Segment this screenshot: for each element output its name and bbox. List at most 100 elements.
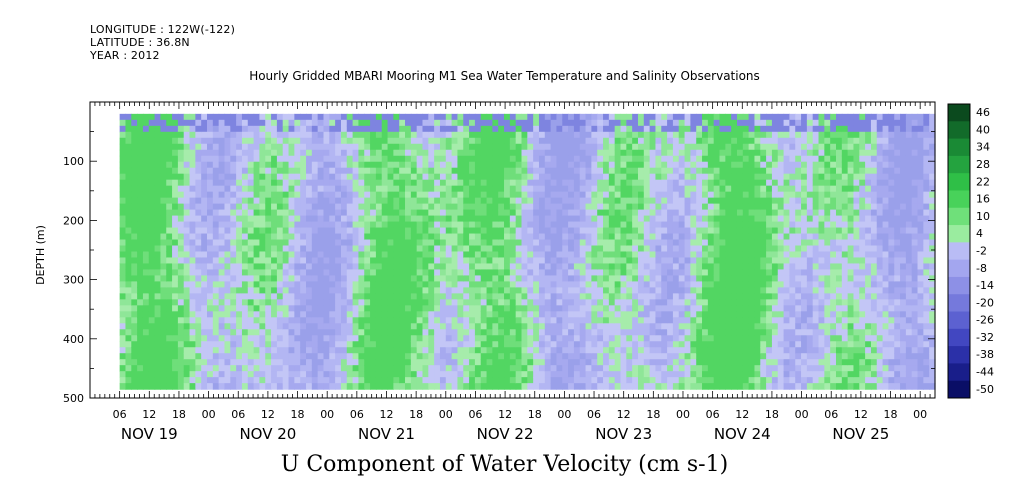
heatmap-cell <box>218 137 226 145</box>
heatmap-cell <box>172 197 179 205</box>
heatmap-cell <box>736 203 744 211</box>
heatmap-cell <box>434 293 441 300</box>
heatmap-cell <box>387 191 394 199</box>
heatmap-cell <box>725 287 732 294</box>
heatmap-cell <box>340 143 348 151</box>
heatmap-cell <box>154 293 162 300</box>
heatmap-cell <box>684 203 691 211</box>
heatmap-cell <box>667 191 674 199</box>
heatmap-cell <box>445 227 453 235</box>
heatmap-cell <box>439 299 447 306</box>
heatmap-cell <box>713 119 721 127</box>
heatmap-cell <box>230 287 237 294</box>
heatmap-cell <box>556 197 563 205</box>
heatmap-cell <box>748 245 756 253</box>
heatmap-cell <box>521 125 528 133</box>
heatmap-cell <box>463 125 470 133</box>
heatmap-cell <box>241 197 249 205</box>
heatmap-cell <box>527 371 534 378</box>
heatmap-cell <box>195 131 202 139</box>
heatmap-cell <box>166 215 173 223</box>
heatmap-cell <box>515 371 523 378</box>
heatmap-cell <box>486 287 493 294</box>
heatmap-cell <box>381 215 389 223</box>
heatmap-cell <box>247 215 255 223</box>
heatmap-cell <box>160 305 167 312</box>
heatmap-cell <box>125 125 132 133</box>
heatmap-cell <box>265 215 272 223</box>
heatmap-cell <box>469 221 476 229</box>
heatmap-cell <box>649 203 657 211</box>
heatmap-cell <box>731 377 738 384</box>
heatmap-cell <box>469 263 476 271</box>
heatmap-cell <box>428 341 435 348</box>
heatmap-cell <box>672 293 680 300</box>
heatmap-cell <box>451 233 459 241</box>
heatmap-cell <box>626 365 633 372</box>
heatmap-cell <box>637 305 645 312</box>
heatmap-cell <box>370 119 377 127</box>
heatmap-cell <box>160 203 167 211</box>
heatmap-cell <box>568 263 575 271</box>
heatmap-cell <box>119 275 127 282</box>
heatmap-cell <box>667 347 674 354</box>
heatmap-cell <box>632 275 639 282</box>
heatmap-cell <box>591 275 598 282</box>
heatmap-cell <box>439 215 447 223</box>
heatmap-cell <box>521 371 528 378</box>
heatmap-cell <box>311 335 319 342</box>
heatmap-cell <box>585 335 592 342</box>
heatmap-cell <box>119 233 127 241</box>
heatmap-cell <box>591 143 598 151</box>
heatmap-cell <box>207 209 214 217</box>
heatmap-cell <box>637 113 645 121</box>
heatmap-cell <box>608 359 616 366</box>
heatmap-cell <box>375 341 383 348</box>
heatmap-cell <box>387 161 394 169</box>
heatmap-cell <box>573 161 581 169</box>
heatmap-cell <box>323 179 330 187</box>
heatmap-cell <box>445 263 453 271</box>
heatmap-cell <box>603 329 610 336</box>
heatmap-cell <box>364 155 371 163</box>
heatmap-cell <box>375 149 383 157</box>
heatmap-cell <box>183 287 191 294</box>
heatmap-cell <box>370 305 377 312</box>
heatmap-cell <box>276 215 284 223</box>
heatmap-cell <box>253 257 261 265</box>
heatmap-cell <box>632 125 639 133</box>
heatmap-cell <box>474 293 482 300</box>
heatmap-cell <box>661 119 668 127</box>
heatmap-cell <box>399 287 406 294</box>
heatmap-cell <box>399 293 406 300</box>
heatmap-cell <box>690 287 697 294</box>
heatmap-cell <box>387 233 394 241</box>
heatmap-cell <box>253 275 261 282</box>
heatmap-cell <box>527 305 534 312</box>
heatmap-cell <box>247 149 255 157</box>
heatmap-cell <box>684 293 691 300</box>
heatmap-cell <box>393 209 400 217</box>
heatmap-cell <box>166 155 173 163</box>
heatmap-cell <box>230 293 237 300</box>
heatmap-cell <box>527 287 534 294</box>
heatmap-cell <box>247 221 255 229</box>
heatmap-cell <box>177 263 185 271</box>
heatmap-cell <box>160 341 167 348</box>
heatmap-cell <box>119 245 127 253</box>
heatmap-cell <box>707 269 715 277</box>
heatmap-cell <box>405 125 412 133</box>
heatmap-cell <box>311 191 319 199</box>
heatmap-cell <box>428 269 435 277</box>
heatmap-cell <box>294 257 301 265</box>
heatmap-cell <box>154 161 162 169</box>
heatmap-cell <box>125 209 132 217</box>
heatmap-cell <box>340 245 348 253</box>
heatmap-cell <box>172 209 179 217</box>
heatmap-cell <box>154 371 162 378</box>
heatmap-cell <box>288 209 295 217</box>
heatmap-cell <box>142 335 150 342</box>
heatmap-cell <box>655 245 662 253</box>
heatmap-cell <box>568 305 575 312</box>
heatmap-cell <box>195 155 202 163</box>
